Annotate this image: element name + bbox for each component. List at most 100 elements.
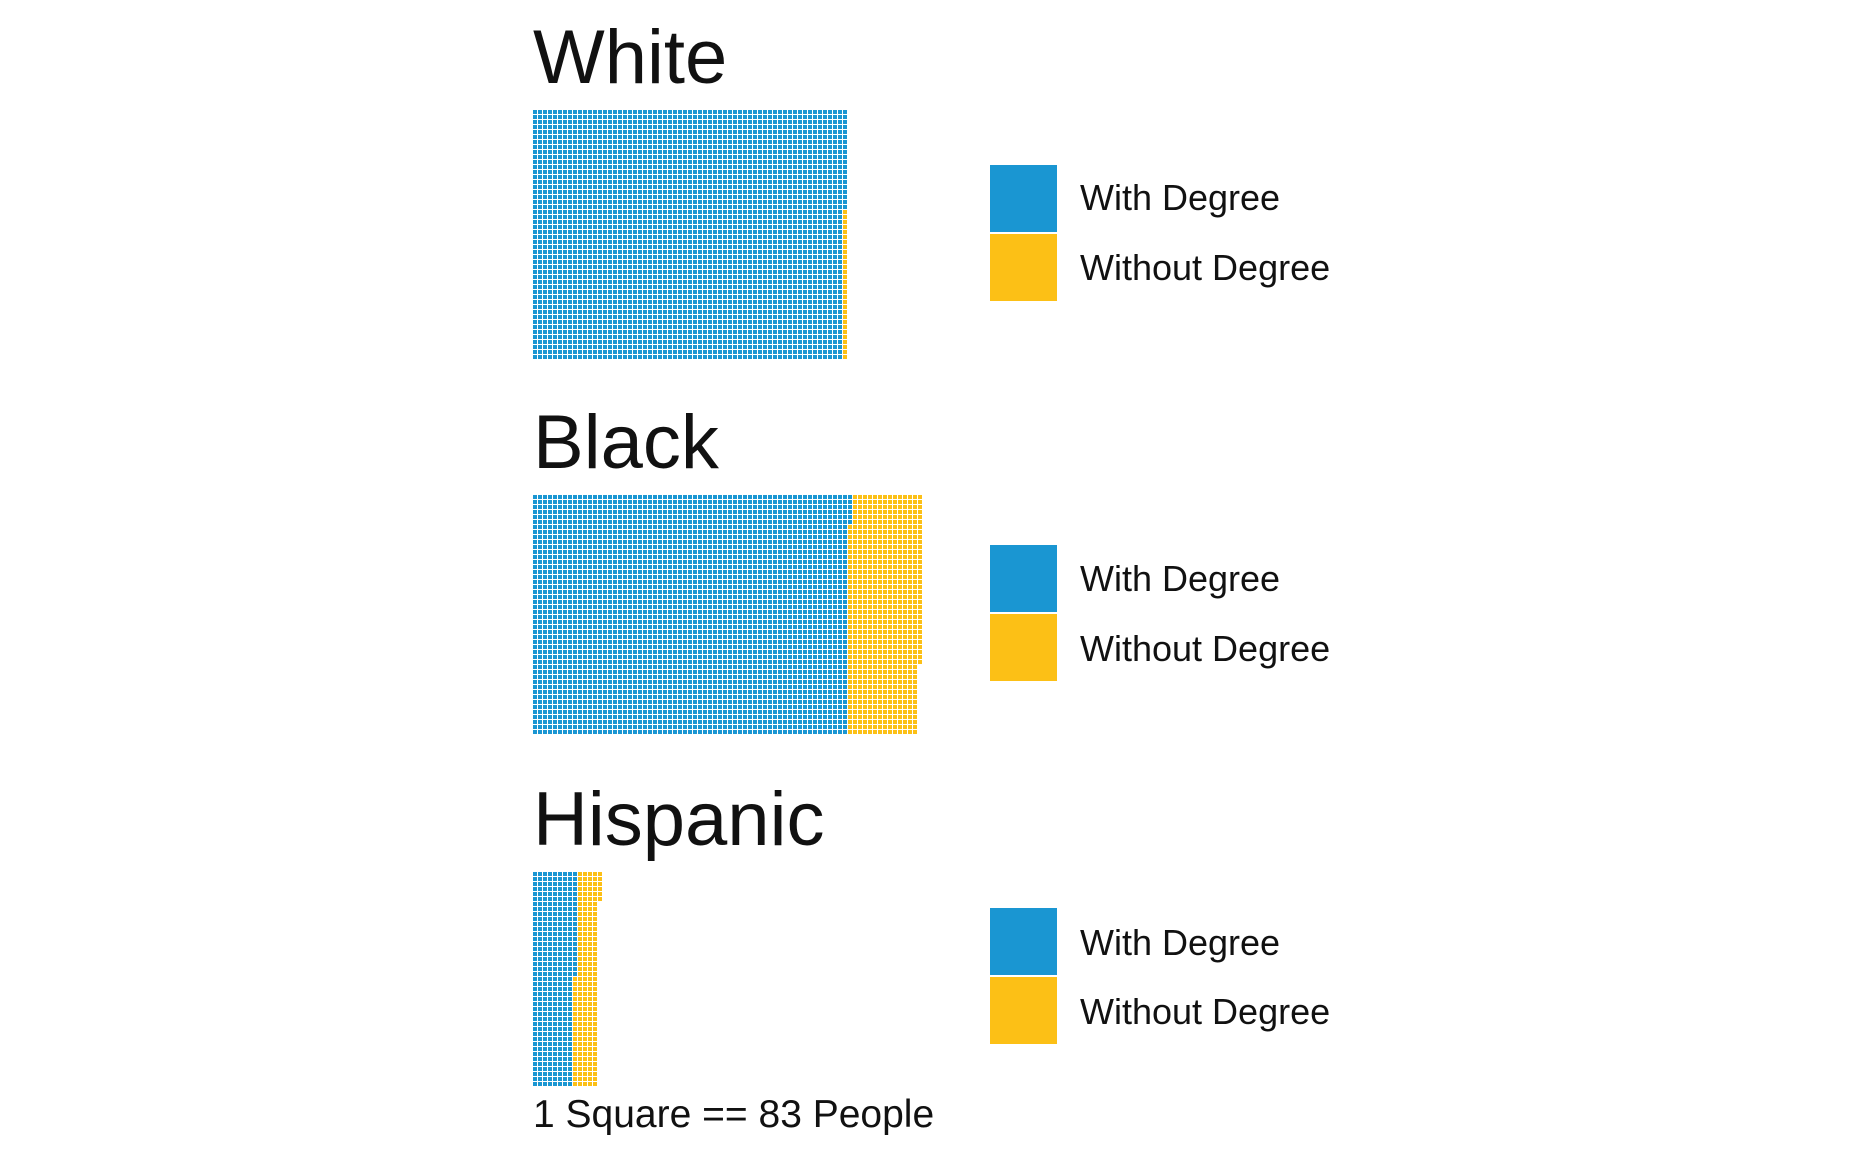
waffle-square-with-degree	[628, 675, 632, 679]
waffle-square-with-degree	[623, 200, 627, 204]
waffle-square-with-degree	[603, 330, 607, 334]
waffle-square-with-degree	[628, 595, 632, 599]
waffle-square-with-degree	[613, 645, 617, 649]
waffle-square-with-degree	[668, 275, 672, 279]
waffle-square-with-degree	[708, 555, 712, 559]
waffle-square-with-degree	[568, 145, 572, 149]
waffle-square-with-degree	[598, 170, 602, 174]
waffle-square-with-degree	[568, 605, 572, 609]
waffle-square-with-degree	[753, 180, 757, 184]
waffle-square-with-degree	[688, 555, 692, 559]
waffle-square-with-degree	[683, 500, 687, 504]
waffle-square-with-degree	[768, 265, 772, 269]
waffle-square-with-degree	[533, 620, 537, 624]
waffle-square-with-degree	[788, 315, 792, 319]
waffle-square-with-degree	[663, 495, 667, 499]
waffle-square-with-degree	[653, 685, 657, 689]
waffle-square-with-degree	[663, 605, 667, 609]
waffle-square-with-degree	[548, 675, 552, 679]
waffle-square-with-degree	[783, 120, 787, 124]
waffle-square-with-degree	[798, 315, 802, 319]
waffle-square-with-degree	[543, 720, 547, 724]
waffle-square-with-degree	[818, 160, 822, 164]
waffle-square-with-degree	[568, 230, 572, 234]
waffle-square-with-degree	[533, 650, 537, 654]
waffle-square-with-degree	[758, 175, 762, 179]
waffle-square-with-degree	[603, 540, 607, 544]
waffle-square-with-degree	[673, 525, 677, 529]
waffle-square-with-degree	[553, 265, 557, 269]
waffle-square-with-degree	[578, 130, 582, 134]
waffle-square-with-degree	[573, 690, 577, 694]
waffle-square-with-degree	[688, 505, 692, 509]
waffle-square-with-degree	[533, 645, 537, 649]
waffle-square-with-degree	[653, 345, 657, 349]
waffle-square-with-degree	[623, 665, 627, 669]
waffle-square-with-degree	[608, 255, 612, 259]
waffle-square-with-degree	[578, 335, 582, 339]
waffle-square-with-degree	[573, 730, 577, 734]
waffle-square-with-degree	[603, 315, 607, 319]
waffle-square-with-degree	[628, 695, 632, 699]
waffle-square-with-degree	[708, 255, 712, 259]
waffle-square-with-degree	[718, 275, 722, 279]
waffle-square-with-degree	[608, 555, 612, 559]
waffle-square-with-degree	[558, 150, 562, 154]
waffle-square-with-degree	[598, 720, 602, 724]
waffle-square-with-degree	[668, 350, 672, 354]
waffle-square-with-degree	[773, 130, 777, 134]
waffle-square-with-degree	[703, 330, 707, 334]
waffle-square-with-degree	[578, 210, 582, 214]
waffle-square-with-degree	[533, 340, 537, 344]
waffle-square-with-degree	[603, 655, 607, 659]
waffle-square-with-degree	[603, 160, 607, 164]
waffle-square-with-degree	[728, 345, 732, 349]
waffle-square-with-degree	[638, 120, 642, 124]
waffle-square-with-degree	[763, 225, 767, 229]
waffle-square-with-degree	[778, 230, 782, 234]
waffle-square-with-degree	[553, 615, 557, 619]
waffle-square-with-degree	[713, 355, 717, 359]
waffle-square-with-degree	[588, 595, 592, 599]
waffle-square-with-degree	[583, 560, 587, 564]
waffle-square-with-degree	[728, 330, 732, 334]
waffle-square-with-degree	[538, 580, 542, 584]
waffle-square-with-degree	[668, 220, 672, 224]
waffle-square-with-degree	[533, 310, 537, 314]
waffle-square-with-degree	[818, 290, 822, 294]
waffle-square-with-degree	[668, 585, 672, 589]
waffle-square-with-degree	[618, 495, 622, 499]
waffle-square-with-degree	[573, 195, 577, 199]
waffle-square-with-degree	[818, 320, 822, 324]
waffle-square-with-degree	[838, 185, 842, 189]
waffle-square-with-degree	[708, 595, 712, 599]
waffle-square-with-degree	[768, 245, 772, 249]
waffle-square-with-degree	[808, 345, 812, 349]
waffle-square-with-degree	[648, 510, 652, 514]
waffle-square-with-degree	[583, 285, 587, 289]
waffle-square-with-degree	[698, 615, 702, 619]
waffle-square-with-degree	[733, 245, 737, 249]
waffle-square-with-degree	[618, 255, 622, 259]
waffle-square-with-degree	[608, 545, 612, 549]
waffle-square-with-degree	[553, 290, 557, 294]
waffle-square-with-degree	[598, 670, 602, 674]
waffle-square-with-degree	[733, 295, 737, 299]
waffle-square-with-degree	[583, 315, 587, 319]
waffle-square-with-degree	[668, 510, 672, 514]
waffle-square-with-degree	[548, 520, 552, 524]
waffle-square-with-degree	[608, 225, 612, 229]
waffle-square-with-degree	[578, 165, 582, 169]
waffle-square-with-degree	[698, 185, 702, 189]
waffle-square-with-degree	[648, 575, 652, 579]
waffle-square-with-degree	[798, 130, 802, 134]
waffle-square-with-degree	[783, 355, 787, 359]
waffle-square-with-degree	[718, 695, 722, 699]
waffle-square-with-degree	[738, 310, 742, 314]
waffle-square-with-degree	[708, 615, 712, 619]
waffle-square-with-degree	[628, 225, 632, 229]
waffle-square-with-degree	[593, 720, 597, 724]
waffle-square-with-degree	[738, 330, 742, 334]
waffle-square-with-degree	[818, 275, 822, 279]
waffle-square-with-degree	[643, 150, 647, 154]
